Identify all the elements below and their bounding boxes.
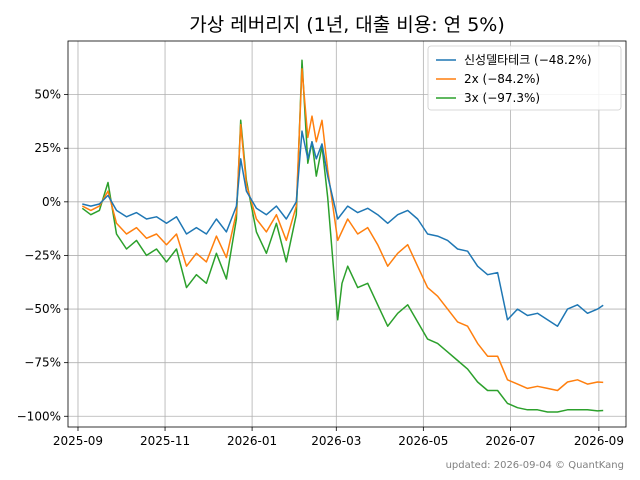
- legend: 신성델타테크 (−48.2%) 2x (−84.2%) 3x (−97.3%): [427, 45, 622, 111]
- x-tick-label: 2026-05: [398, 434, 448, 448]
- grid: [68, 41, 626, 427]
- y-tick-label: −50%: [24, 302, 61, 316]
- x-tick-label: 2026-07: [485, 434, 535, 448]
- chart-title: 가상 레버리지 (1년, 대출 비용: 연 5%): [189, 14, 505, 36]
- x-tick-label: 2025-09: [53, 434, 103, 448]
- y-axis-ticks: −100% −75% −50% −25% 0% 25% 50%: [17, 88, 68, 423]
- plot-frame: [67, 40, 627, 428]
- series-line-1: [82, 130, 604, 327]
- y-tick-label: 0%: [42, 195, 61, 209]
- x-tick-label: 2025-11: [140, 434, 190, 448]
- legend-label: 신성델타테크 (−48.2%): [464, 53, 592, 67]
- legend-label: 2x (−84.2%): [464, 72, 540, 86]
- footer-credit: updated: 2026-09-04 © QuantKang: [446, 460, 624, 471]
- x-axis-ticks: 2025-09 2025-11 2026-01 2026-03 2026-05 2026-…: [53, 427, 624, 448]
- series-line-3: [81, 59, 604, 413]
- plot-lines: [81, 59, 604, 413]
- y-tick-label: 25%: [34, 141, 61, 155]
- legend-label: 3x (−97.3%): [464, 91, 540, 105]
- y-tick-label: −100%: [17, 409, 61, 423]
- series-line-2: [81, 68, 604, 392]
- x-tick-label: 2026-03: [311, 434, 361, 448]
- legend-box: [427, 45, 622, 111]
- y-tick-label: −25%: [24, 248, 61, 262]
- y-tick-label: −75%: [24, 356, 61, 370]
- x-tick-label: 2026-09: [574, 434, 624, 448]
- y-tick-label: 50%: [34, 88, 61, 102]
- x-tick-label: 2026-01: [227, 434, 277, 448]
